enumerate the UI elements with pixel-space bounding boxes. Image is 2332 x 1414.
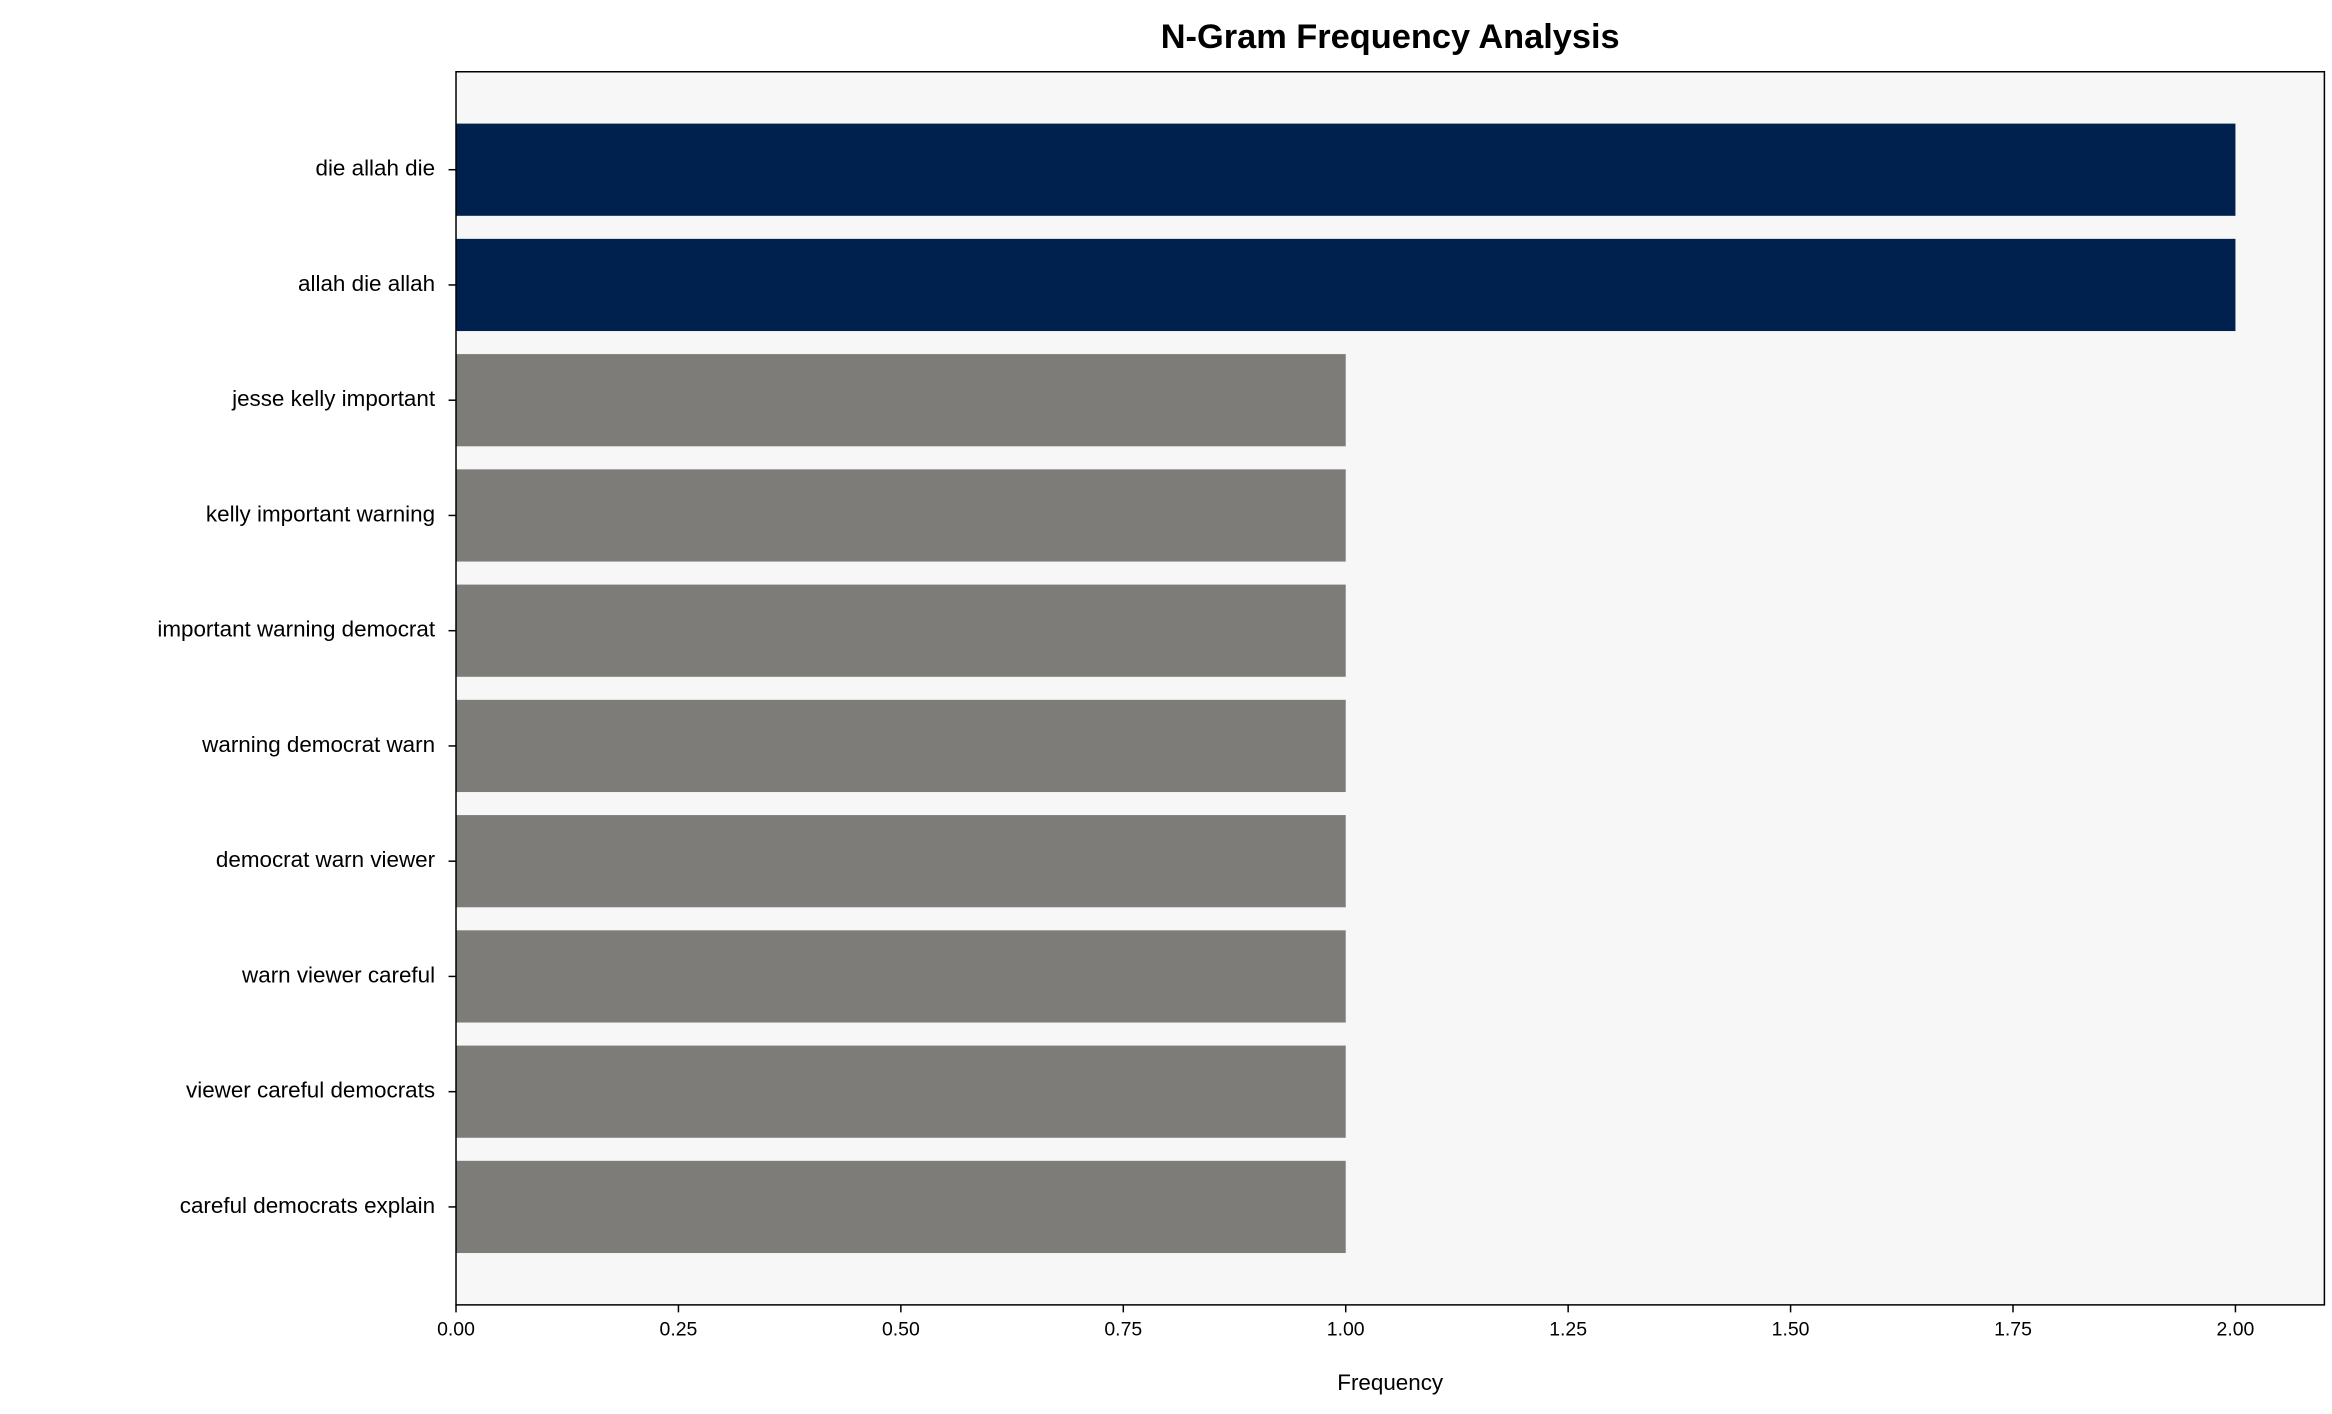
bar — [456, 815, 1346, 908]
bar — [456, 354, 1346, 447]
y-tick-label: allah die allah — [298, 271, 435, 296]
bar — [456, 469, 1346, 562]
y-tick-label: warning democrat warn — [201, 732, 435, 757]
x-tick-label: 1.00 — [1327, 1318, 1365, 1340]
chart-title: N-Gram Frequency Analysis — [1161, 18, 1620, 56]
bar — [456, 123, 2236, 216]
x-tick-label: 2.00 — [2217, 1318, 2255, 1340]
y-tick-label: careful democrats explain — [180, 1193, 435, 1218]
bar — [456, 699, 1346, 793]
x-tick-label: 0.50 — [882, 1318, 920, 1340]
y-tick-label: jesse kelly important — [231, 386, 436, 411]
x-tick-label: 0.25 — [660, 1318, 698, 1340]
y-tick-label: democrat warn viewer — [216, 847, 436, 872]
x-tick-label: 1.25 — [1549, 1318, 1587, 1340]
y-tick-label: warn viewer careful — [241, 962, 435, 987]
y-tick-label: die allah die — [315, 156, 435, 181]
x-tick-label: 0.00 — [437, 1318, 475, 1340]
x-tick-label: 0.75 — [1104, 1318, 1142, 1340]
bar — [456, 584, 1346, 677]
x-tick-label: 1.75 — [1994, 1318, 2032, 1340]
plot-frame — [455, 70, 2326, 1306]
bar — [456, 930, 1346, 1023]
bar — [456, 1045, 1346, 1138]
y-tick-label: viewer careful democrats — [186, 1078, 435, 1103]
y-tick-label: important warning democrat — [157, 617, 435, 642]
bar — [456, 1160, 1346, 1254]
x-axis-label: Frequency — [1337, 1370, 1444, 1395]
y-tick-label: kelly important warning — [206, 501, 435, 526]
bar — [456, 238, 2236, 332]
x-tick-label: 1.50 — [1772, 1318, 1810, 1340]
